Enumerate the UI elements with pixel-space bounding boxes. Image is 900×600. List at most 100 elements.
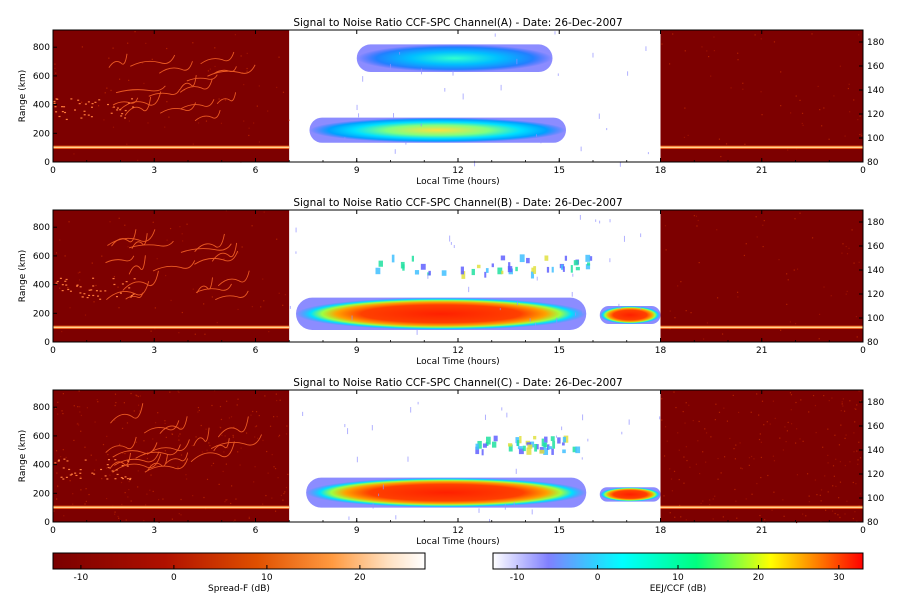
noise-speckle <box>164 422 166 425</box>
plume-fragment <box>63 458 66 460</box>
noise-speckle <box>137 486 139 488</box>
noise-speckle <box>763 219 765 222</box>
noise-speckle <box>137 404 140 406</box>
noise-speckle <box>787 279 789 281</box>
noise-speckle <box>839 65 841 67</box>
noise-speckle <box>184 462 186 464</box>
noise-speckle <box>790 409 792 411</box>
echo-patch <box>461 271 466 279</box>
noise-speckle <box>252 410 254 413</box>
x-axis-label: Local Time (hours) <box>416 357 499 367</box>
noise-speckle <box>799 99 801 101</box>
ccf-noise <box>462 93 464 100</box>
noise-speckle <box>833 475 835 477</box>
noise-speckle <box>224 99 227 101</box>
plume-fragment <box>124 117 127 119</box>
y2-tick-label: 80 <box>867 338 879 348</box>
noise-speckle <box>854 408 856 410</box>
noise-speckle <box>759 514 761 517</box>
noise-speckle <box>93 301 95 303</box>
spread-f-layer-core <box>660 146 863 148</box>
colorbar-1: -10 0 10 20 Spread-F (dB) <box>52 552 426 594</box>
spread-f-plume <box>108 51 256 122</box>
noise-speckle <box>178 513 180 515</box>
echo-patch <box>441 270 447 276</box>
noise-speckle <box>794 442 797 444</box>
plume-fragment <box>121 113 124 115</box>
noise-speckle <box>157 412 159 414</box>
echo-patch <box>486 436 491 445</box>
noise-speckle <box>799 212 801 214</box>
noise-speckle <box>191 445 193 447</box>
noise-speckle <box>695 215 698 217</box>
noise-speckle <box>256 105 258 107</box>
noise-speckle <box>213 390 216 392</box>
ccf-noise <box>295 251 297 254</box>
noise-speckle <box>276 238 278 240</box>
plume-fragment <box>55 282 58 284</box>
noise-speckle <box>725 143 728 145</box>
noise-speckle <box>57 401 59 403</box>
noise-speckle <box>262 439 264 442</box>
noise-speckle <box>177 426 179 428</box>
noise-speckle <box>165 274 167 277</box>
noise-speckle <box>705 432 708 434</box>
noise-speckle <box>849 400 851 402</box>
y2-tick-label: 100 <box>867 134 884 144</box>
noise-speckle <box>80 414 82 417</box>
noise-speckle <box>737 52 739 54</box>
plume-streak <box>165 452 189 464</box>
x-tick-label: 18 <box>655 346 667 356</box>
noise-speckle <box>854 511 856 513</box>
plume-fragment <box>133 278 136 280</box>
ccf-noise <box>484 414 486 420</box>
echo-patch <box>522 445 526 452</box>
colorbar-tick-label: -10 <box>510 573 525 583</box>
plume-fragment <box>128 287 131 289</box>
noise-speckle <box>95 459 97 461</box>
echo-patch <box>516 440 520 446</box>
noise-speckle <box>663 495 665 497</box>
ccf-noise <box>449 235 451 242</box>
noise-speckle <box>103 119 105 121</box>
noise-speckle <box>197 122 200 124</box>
noise-speckle <box>109 474 111 476</box>
noise-speckle <box>226 499 228 501</box>
echo-patch <box>526 442 532 446</box>
ccf-noise <box>647 152 649 155</box>
plume-fragment <box>130 294 133 297</box>
echo-patch <box>391 254 395 263</box>
noise-speckle <box>793 269 795 271</box>
noise-speckle <box>856 450 858 452</box>
plume-fragment <box>95 290 98 292</box>
ccf-noise <box>554 31 556 35</box>
noise-speckle <box>55 450 58 452</box>
y-tick-label: 0 <box>44 338 50 348</box>
noise-speckle <box>858 441 860 443</box>
plume-fragment <box>74 109 77 111</box>
noise-speckle <box>200 424 202 427</box>
noise-speckle <box>197 406 200 409</box>
noise-speckle <box>839 461 841 463</box>
ccf-noise <box>427 274 429 279</box>
plume-streak <box>144 458 189 473</box>
noise-speckle <box>178 391 180 394</box>
noise-speckle <box>678 449 680 451</box>
noise-speckle <box>723 456 726 458</box>
noise-speckle <box>801 122 803 125</box>
noise-speckle <box>236 404 238 406</box>
noise-speckle <box>854 421 856 423</box>
panel-2: 0 3 6 9 12 15 18 21 0020040060080080100120140160… <box>18 197 884 367</box>
noise-speckle <box>115 401 117 404</box>
noise-speckle <box>790 394 793 396</box>
noise-speckle <box>254 466 256 468</box>
noise-speckle <box>279 399 281 401</box>
plume-fragment <box>61 106 64 108</box>
echo-patch <box>475 443 479 450</box>
noise-speckle <box>801 112 804 114</box>
noise-speckle <box>72 503 74 505</box>
noise-speckle <box>695 463 698 465</box>
plume-fragment <box>116 109 119 111</box>
noise-speckle <box>671 490 674 492</box>
y-tick-label: 200 <box>33 129 50 139</box>
